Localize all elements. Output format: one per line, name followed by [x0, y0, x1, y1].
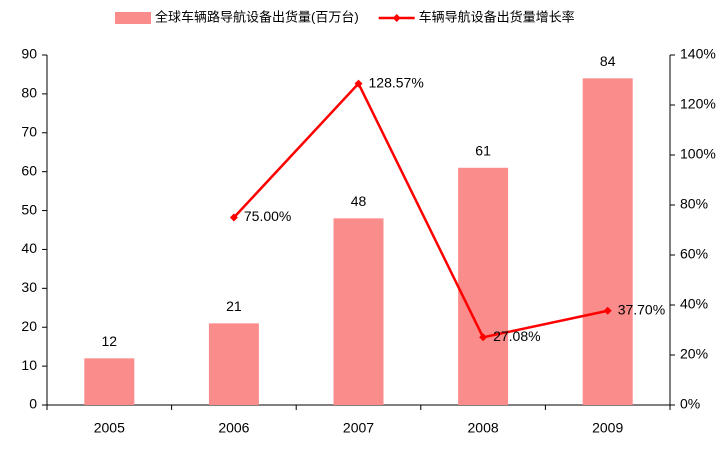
- y2-tick-label: 0%: [680, 396, 700, 412]
- x-tick-label: 2008: [468, 420, 499, 436]
- bar-value-label: 61: [475, 142, 491, 158]
- y2-tick-label: 80%: [680, 196, 708, 212]
- y-tick-label: 30: [21, 279, 37, 295]
- bar: [84, 358, 135, 405]
- y2-tick-label: 60%: [680, 246, 708, 262]
- legend-marker: [392, 14, 401, 22]
- line-value-label: 128.57%: [369, 74, 424, 90]
- x-tick-label: 2009: [592, 420, 623, 436]
- y-tick-label: 20: [21, 318, 37, 334]
- x-tick-label: 2005: [94, 420, 125, 436]
- bar: [208, 323, 259, 405]
- bar-value-label: 48: [351, 193, 367, 209]
- line-value-label: 75.00%: [244, 208, 291, 224]
- y-tick-label: 40: [21, 240, 37, 256]
- y-tick-label: 60: [21, 162, 37, 178]
- legend-label: 全球车辆路导航设备出货量(百万台): [155, 9, 359, 24]
- bar: [333, 218, 384, 405]
- y-tick-label: 10: [21, 357, 37, 373]
- bar: [458, 167, 509, 405]
- line: [232, 81, 608, 339]
- line-marker: [229, 213, 238, 222]
- bar-value-label: 84: [600, 53, 616, 69]
- line-marker: [354, 79, 363, 88]
- line-marker: [479, 333, 488, 342]
- y-tick-label: 0: [29, 396, 37, 412]
- y2-tick-label: 120%: [680, 96, 716, 112]
- x-tick-label: 2006: [218, 420, 249, 436]
- y2-tick-label: 100%: [680, 146, 716, 162]
- line-value-label: 37.70%: [618, 301, 665, 317]
- y-tick-label: 80: [21, 85, 37, 101]
- line-marker: [603, 306, 612, 315]
- line-value-label: 27.08%: [493, 328, 540, 344]
- legend-swatch: [115, 12, 151, 24]
- y2-tick-label: 20%: [680, 346, 708, 362]
- y-tick-label: 70: [21, 123, 37, 139]
- y-tick-label: 50: [21, 201, 37, 217]
- x-tick-label: 2007: [343, 420, 374, 436]
- bar-value-label: 12: [102, 333, 118, 349]
- y2-tick-label: 140%: [680, 46, 716, 62]
- bar-value-label: 21: [226, 298, 242, 314]
- legend-label: 车辆导航设备出货量增长率: [419, 9, 575, 24]
- bar: [582, 78, 633, 405]
- y2-tick-label: 40%: [680, 296, 708, 312]
- y-tick-label: 90: [21, 46, 37, 62]
